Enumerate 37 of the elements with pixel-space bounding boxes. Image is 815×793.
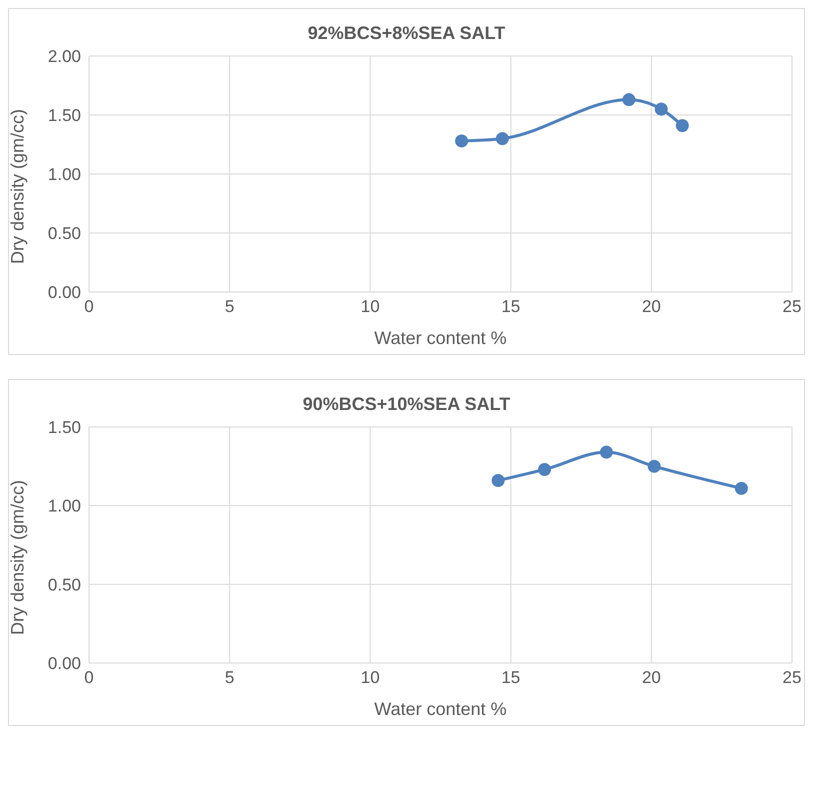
y-tick-label: 2.00 (48, 47, 81, 66)
x-tick-label: 25 (782, 668, 802, 688)
x-axis-title: Water content % (374, 699, 507, 719)
chart-title: 92%BCS+8%SEA SALT (306, 22, 506, 44)
x-tick-label: 15 (501, 297, 520, 316)
y-tick-label: 0.00 (48, 283, 81, 302)
x-tick-label: 25 (782, 297, 802, 316)
x-tick-label: 20 (642, 297, 661, 316)
point (455, 134, 468, 148)
y-axis-title: Dry density (gm/cc) (7, 108, 28, 264)
x-tick-label: 15 (501, 668, 520, 688)
y-tick-label: 0.50 (48, 575, 81, 594)
y-axis-title: Dry density (gm/cc) (7, 480, 28, 635)
point (654, 102, 668, 116)
point (496, 132, 509, 146)
y-tick-label: 1.00 (48, 165, 81, 184)
point (538, 462, 552, 476)
x-tick-label: 5 (224, 297, 234, 316)
x-tick-label: 10 (360, 297, 380, 316)
point (676, 119, 689, 132)
point (622, 93, 636, 106)
x-tick-label: 0 (84, 668, 94, 688)
y-tick-label: 0.50 (48, 224, 81, 244)
point (648, 460, 661, 473)
x-tick-label: 5 (224, 668, 234, 688)
point (492, 474, 505, 487)
x-axis-title: Water content % (374, 328, 507, 348)
y-tick-label: 0.00 (48, 654, 81, 674)
point (734, 482, 748, 495)
x-tick-label: 10 (360, 668, 380, 688)
x-tick-label: 20 (642, 668, 661, 688)
point (600, 446, 613, 459)
y-tick-label: 1.50 (48, 106, 81, 126)
chart-title: 90%BCS+10%SEA SALT (302, 393, 512, 415)
y-tick-label: 1.50 (48, 418, 81, 438)
x-tick-label: 0 (84, 297, 94, 316)
y-tick-label: 1.00 (48, 496, 81, 516)
